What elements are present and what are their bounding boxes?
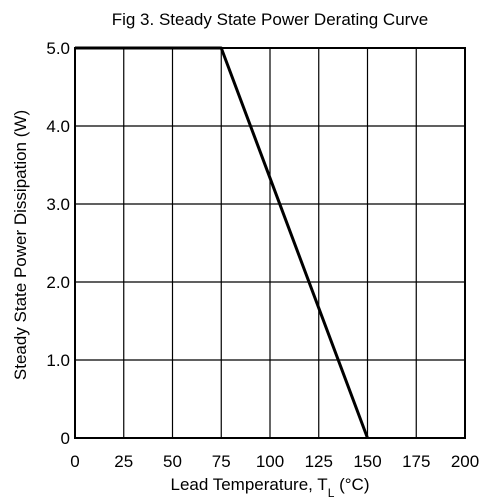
y-axis-label: Steady State Power Dissipation (W)	[11, 110, 30, 380]
x-tick-label-3: 75	[212, 452, 231, 471]
plot-frame	[74, 47, 466, 439]
x-tick-label-1: 25	[114, 452, 133, 471]
grid	[75, 48, 465, 438]
x-axis-label: Lead Temperature, TL (°C)	[170, 475, 369, 500]
x-tick-label-2: 50	[163, 452, 182, 471]
y-tick-label-3: 3.0	[46, 195, 70, 214]
chart-title: Fig 3. Steady State Power Derating Curve	[112, 10, 429, 29]
x-tick-label-6: 150	[353, 452, 381, 471]
x-tick-label-4: 100	[256, 452, 284, 471]
y-tick-label-5: 5.0	[46, 39, 70, 58]
y-tick-label-0: 0	[61, 429, 70, 448]
y-tick-label-2: 2.0	[46, 273, 70, 292]
y-tick-label-4: 4.0	[46, 117, 70, 136]
x-tick-label-8: 200	[451, 452, 479, 471]
x-tick-label-0: 0	[70, 452, 79, 471]
x-axis-label-subscript: L	[328, 486, 335, 500]
x-tick-labels: 0 25 50 75 100 125 150 175 200	[70, 452, 479, 471]
x-tick-label-7: 175	[402, 452, 430, 471]
y-tick-label-1: 1.0	[46, 351, 70, 370]
y-tick-labels: 0 1.0 2.0 3.0 4.0 5.0	[46, 39, 70, 448]
x-axis-label-unit: (°C)	[334, 475, 369, 494]
x-axis-label-text: Lead Temperature, T	[170, 475, 327, 494]
x-tick-label-5: 125	[305, 452, 333, 471]
